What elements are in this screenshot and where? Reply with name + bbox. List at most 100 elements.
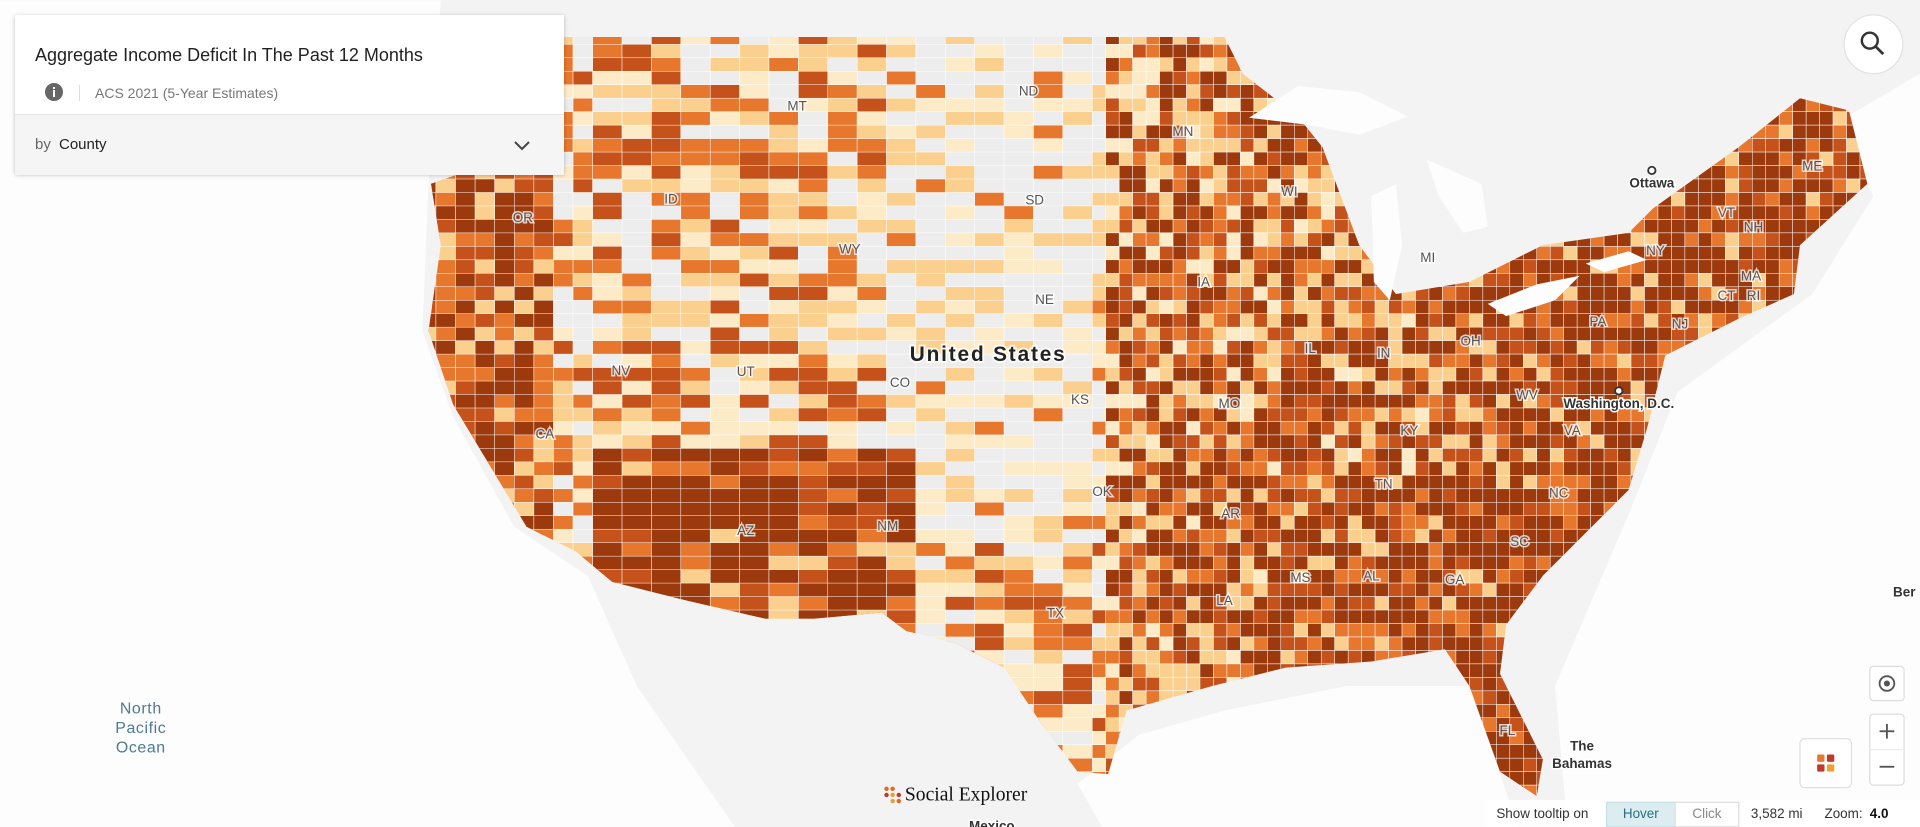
county[interactable] <box>1496 582 1511 597</box>
county[interactable] <box>1240 219 1255 234</box>
county[interactable] <box>1118 636 1133 651</box>
county[interactable] <box>1778 138 1793 153</box>
county[interactable] <box>1105 434 1120 449</box>
county[interactable] <box>1118 690 1133 705</box>
county[interactable] <box>1832 138 1847 153</box>
county[interactable] <box>1630 273 1645 288</box>
county[interactable] <box>1347 273 1362 288</box>
county[interactable] <box>1711 165 1726 180</box>
county[interactable] <box>1213 57 1228 72</box>
county[interactable] <box>1199 421 1214 436</box>
county[interactable] <box>1092 111 1106 126</box>
county[interactable] <box>1226 542 1241 557</box>
county[interactable] <box>1186 84 1201 99</box>
county[interactable] <box>1469 623 1484 638</box>
county[interactable] <box>1455 488 1470 503</box>
county[interactable] <box>1267 582 1282 597</box>
county[interactable] <box>1549 340 1564 355</box>
county[interactable] <box>1738 165 1753 180</box>
county[interactable] <box>1226 151 1241 166</box>
county[interactable] <box>1778 232 1793 247</box>
county[interactable] <box>1778 273 1793 288</box>
county[interactable] <box>1334 340 1349 355</box>
county[interactable] <box>1388 502 1403 516</box>
county[interactable] <box>1118 326 1133 341</box>
county[interactable] <box>1118 57 1133 72</box>
county[interactable] <box>1118 219 1133 234</box>
county[interactable] <box>1199 448 1214 463</box>
county[interactable] <box>1105 192 1120 207</box>
county[interactable] <box>1415 528 1430 543</box>
county[interactable] <box>1496 461 1511 476</box>
county[interactable] <box>1159 246 1174 261</box>
county[interactable] <box>1509 461 1524 476</box>
county[interactable] <box>1294 124 1308 139</box>
county[interactable] <box>1145 97 1160 112</box>
county[interactable] <box>1563 461 1578 476</box>
county[interactable] <box>1428 582 1443 597</box>
county[interactable] <box>1523 273 1537 288</box>
county[interactable] <box>1536 448 1551 463</box>
county[interactable] <box>1523 313 1537 328</box>
county[interactable] <box>1118 367 1133 382</box>
county[interactable] <box>1644 340 1659 355</box>
county[interactable] <box>1657 259 1672 274</box>
county[interactable] <box>1388 596 1403 611</box>
county[interactable] <box>1347 353 1362 368</box>
county[interactable] <box>1334 259 1349 274</box>
county[interactable] <box>1576 461 1591 476</box>
county[interactable] <box>1428 326 1443 341</box>
county[interactable] <box>1226 286 1241 301</box>
county[interactable] <box>1320 205 1335 220</box>
county[interactable] <box>1442 299 1457 314</box>
county[interactable] <box>1186 394 1201 409</box>
county[interactable] <box>1307 151 1322 166</box>
county[interactable] <box>1590 246 1605 261</box>
county[interactable] <box>1172 353 1187 368</box>
county[interactable] <box>1199 313 1214 328</box>
county[interactable] <box>1630 380 1645 395</box>
county[interactable] <box>1320 569 1335 584</box>
county[interactable] <box>1132 165 1147 180</box>
county[interactable] <box>1213 663 1228 678</box>
county[interactable] <box>1361 528 1376 543</box>
county[interactable] <box>1105 636 1120 651</box>
county[interactable] <box>1334 286 1349 301</box>
county[interactable] <box>1092 636 1106 651</box>
county[interactable] <box>1280 380 1295 395</box>
county[interactable] <box>1145 582 1160 597</box>
county[interactable] <box>1307 232 1322 247</box>
county[interactable] <box>1132 502 1147 516</box>
county[interactable] <box>1576 515 1591 530</box>
county[interactable] <box>1536 380 1551 395</box>
county[interactable] <box>1267 367 1282 382</box>
county[interactable] <box>1374 502 1389 516</box>
county[interactable] <box>1267 623 1282 638</box>
county[interactable] <box>1105 71 1120 85</box>
county[interactable] <box>1132 663 1147 678</box>
county[interactable] <box>1320 515 1335 530</box>
county[interactable] <box>1226 528 1241 543</box>
county[interactable] <box>1280 219 1295 234</box>
county[interactable] <box>1590 421 1605 436</box>
county[interactable] <box>1253 569 1268 584</box>
county[interactable] <box>1105 528 1120 543</box>
county[interactable] <box>1320 313 1335 328</box>
county[interactable] <box>1698 192 1713 207</box>
county[interactable] <box>1374 515 1389 530</box>
county[interactable] <box>1159 367 1174 382</box>
county[interactable] <box>1186 313 1201 328</box>
county[interactable] <box>1603 421 1618 436</box>
county[interactable] <box>1523 771 1537 786</box>
county[interactable] <box>1832 165 1847 180</box>
county[interactable] <box>1307 448 1322 463</box>
county[interactable] <box>1765 273 1780 288</box>
county[interactable] <box>1132 124 1147 139</box>
county[interactable] <box>1226 555 1241 570</box>
county[interactable] <box>1240 151 1255 166</box>
county[interactable] <box>1307 165 1322 180</box>
county[interactable] <box>1617 421 1632 436</box>
county[interactable] <box>1603 475 1618 490</box>
county[interactable] <box>1307 542 1322 557</box>
county[interactable] <box>1118 407 1133 422</box>
